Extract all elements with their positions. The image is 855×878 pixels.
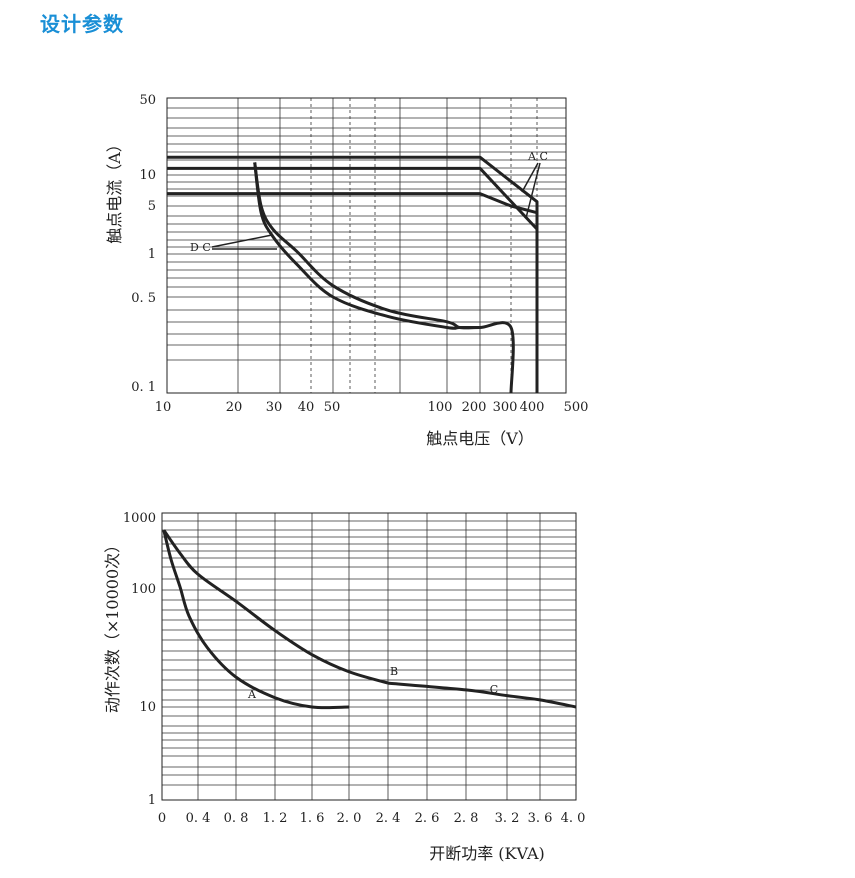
y-tick-label: 100	[131, 582, 156, 597]
series-curve-a	[162, 529, 350, 710]
annotation-ac: A C	[527, 150, 548, 163]
series-curve-c	[387, 681, 577, 709]
series-label-b: B	[390, 665, 398, 678]
x-tick-label: 2. 6	[415, 811, 440, 826]
annotation-arrow	[521, 162, 539, 193]
y-tick-label: 1	[148, 793, 156, 808]
series-curve	[167, 192, 538, 215]
y-axis-title: 触点电流（A）	[105, 136, 124, 244]
x-tick-label: 3. 6	[528, 811, 553, 826]
y-tick-label: 0. 5	[131, 291, 156, 306]
y-tick-label: 10	[139, 168, 156, 183]
y-tick-label: 1	[148, 247, 156, 262]
y-tick-label: 50	[139, 93, 156, 108]
x-tick-label: 0. 4	[186, 811, 211, 826]
y-tick-label: 0. 1	[131, 380, 156, 395]
x-tick-label: 2. 8	[454, 811, 479, 826]
x-tick-label: 1. 6	[300, 811, 325, 826]
y-tick-label: 1000	[123, 511, 156, 526]
x-tick-label: 300	[493, 400, 518, 415]
x-tick-label: 500	[564, 400, 589, 415]
series-label-c: C	[490, 683, 498, 696]
x-tick-label: 2. 4	[376, 811, 401, 826]
x-tick-label: 30	[266, 400, 283, 415]
annotation-arrow	[211, 234, 273, 248]
x-tick-label: 0	[158, 811, 166, 826]
plot-frame	[161, 512, 577, 801]
x-tick-label: 20	[226, 400, 243, 415]
series-label-a: A	[247, 688, 257, 701]
annotation-dc: D C	[190, 241, 211, 254]
x-tick-label: 1. 2	[263, 811, 288, 826]
series-curve	[253, 162, 515, 394]
x-tick-label: 100	[428, 400, 453, 415]
x-tick-label: 4. 0	[561, 811, 586, 826]
x-axis-title: 触点电压（V）	[426, 429, 534, 448]
series-curve-b	[162, 529, 389, 685]
y-tick-label: 5	[148, 199, 156, 214]
annotation-arrow	[525, 162, 541, 219]
x-tick-label: 200	[462, 400, 487, 415]
x-tick-label: 40	[298, 400, 315, 415]
x-tick-label: 2. 0	[337, 811, 362, 826]
y-tick-label: 10	[139, 700, 156, 715]
x-tick-label: 0. 8	[224, 811, 249, 826]
series-curve	[167, 155, 539, 393]
series-curve	[167, 166, 539, 231]
section-title: 设计参数	[40, 12, 124, 36]
x-tick-label: 50	[324, 400, 341, 415]
y-axis-title: 动作次数（×10000次）	[103, 537, 122, 713]
plot-frame	[166, 97, 567, 394]
x-tick-label: 400	[520, 400, 545, 415]
x-axis-title: 开断功率 (KVA)	[429, 844, 545, 863]
x-tick-label: 3. 2	[495, 811, 520, 826]
series-curve	[253, 162, 480, 330]
x-tick-label: 10	[155, 400, 172, 415]
